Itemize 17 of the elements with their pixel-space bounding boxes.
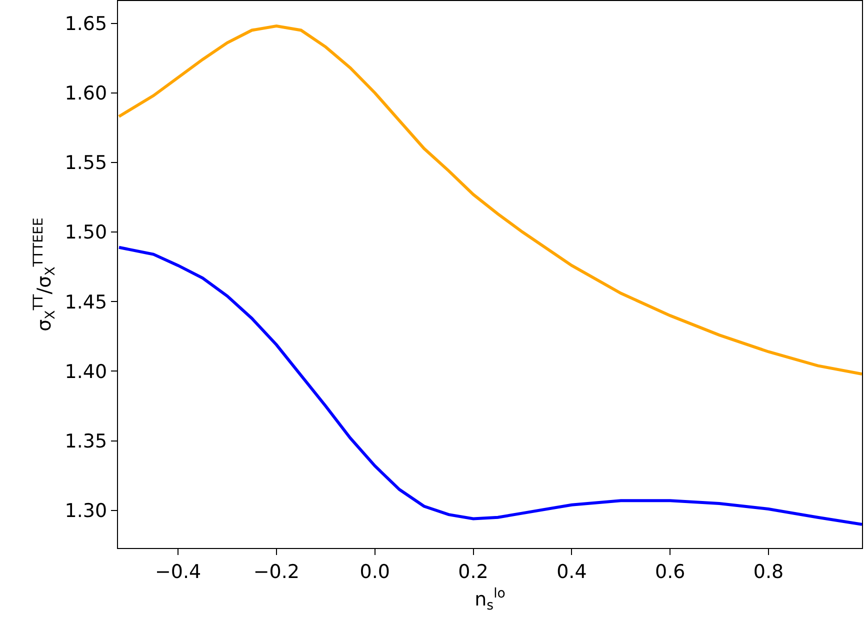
x-tick-label: 0.6 bbox=[654, 560, 686, 583]
y-tick-label: 1.65 bbox=[64, 12, 108, 35]
y-tick-label: 1.50 bbox=[64, 222, 108, 244]
y-tick-label: 1.30 bbox=[64, 500, 108, 522]
line-series bbox=[118, 246, 862, 526]
x-tick-label: 0.4 bbox=[556, 560, 587, 583]
y-tick-label: 1.45 bbox=[64, 291, 108, 314]
line-series bbox=[118, 24, 862, 376]
y-tick-label: 1.60 bbox=[64, 82, 108, 105]
x-tick-label: −0.4 bbox=[154, 560, 202, 583]
y-tick-label: 1.40 bbox=[64, 360, 108, 383]
x-tick-label: 0.0 bbox=[360, 560, 390, 583]
x-tick-label: −0.2 bbox=[253, 560, 300, 583]
x-tick-label: 0.2 bbox=[458, 560, 488, 583]
x-tick-label: 0.8 bbox=[753, 560, 784, 583]
y-tick-label: 1.35 bbox=[64, 430, 108, 452]
y-tick-label: 1.55 bbox=[64, 152, 108, 174]
